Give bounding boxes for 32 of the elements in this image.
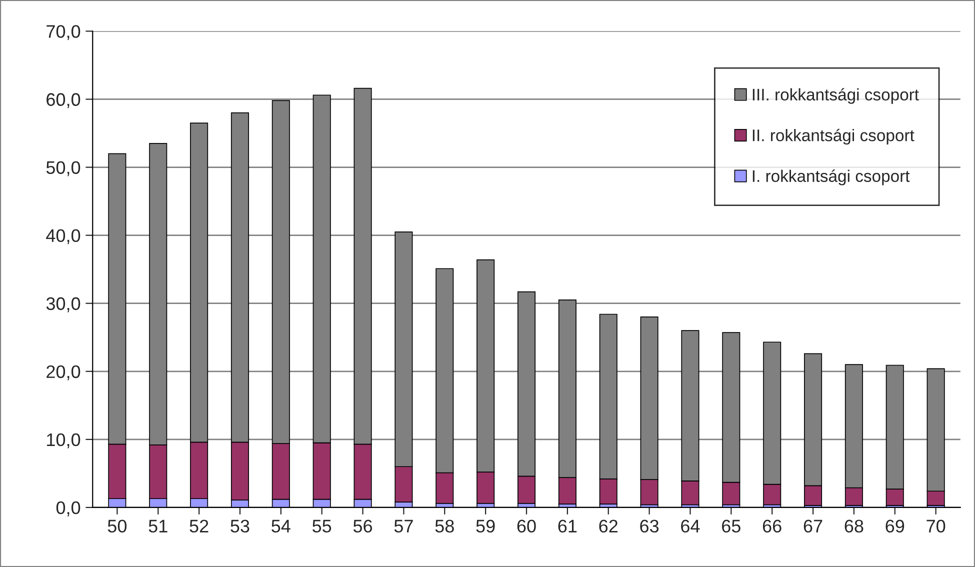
x-tick-label: 67 [804,520,822,533]
x-tick-label: 55 [312,520,332,533]
x-tick-label: 66 [762,520,782,533]
legend-label: I. rokkantsági csoport [752,170,910,186]
y-tick-label: 40,0 [46,229,80,244]
x-tick-label: 56 [353,520,372,533]
x-tick-label: 69 [886,520,904,533]
x-tick-label: 60 [517,520,536,533]
x-tick-label: 64 [681,520,700,533]
x-tick-label: 50 [108,520,127,533]
x-tick-label: 59 [476,520,495,533]
y-tick-label: 0,0 [56,501,80,516]
y-tick-label: 20,0 [46,365,80,380]
legend-label: II. rokkantsági csoport [752,128,914,145]
x-tick-label: 57 [394,520,413,533]
y-tick-label: 10,0 [47,433,80,448]
y-tick-label: 30,0 [46,297,80,312]
x-tick-label: 62 [599,520,618,533]
x-tick-label: 58 [435,520,454,533]
x-tick-label: 65 [722,520,740,533]
x-tick-label: 70 [926,520,946,533]
x-tick-label: 54 [272,520,290,533]
y-tick-label: 70,0 [46,25,80,40]
x-tick-label: 53 [230,520,250,533]
x-tick-label: 61 [558,520,577,533]
legend-label: III. rokkantsági csoport [752,88,919,104]
x-tick-label: 52 [190,520,208,533]
y-tick-label: 60,0 [46,93,80,108]
x-tick-label: 68 [844,520,864,533]
x-tick-label: 63 [640,520,659,533]
y-tick-label: 50,0 [46,161,80,176]
x-tick-label: 51 [148,520,168,533]
